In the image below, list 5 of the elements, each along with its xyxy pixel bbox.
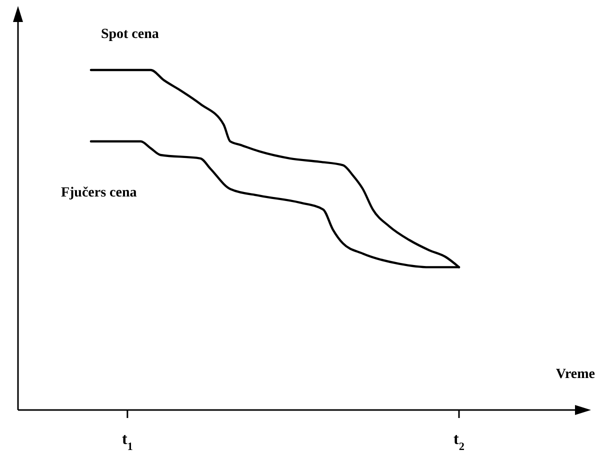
- series-label: Spot cena: [100, 27, 159, 42]
- text: Fjučers cena: [60, 185, 137, 200]
- x-tick-label: t$_{1}$: [122, 431, 134, 453]
- x-tick-label: t$_{2}$: [454, 431, 465, 453]
- x-axis-title: Vreme: [556, 367, 595, 382]
